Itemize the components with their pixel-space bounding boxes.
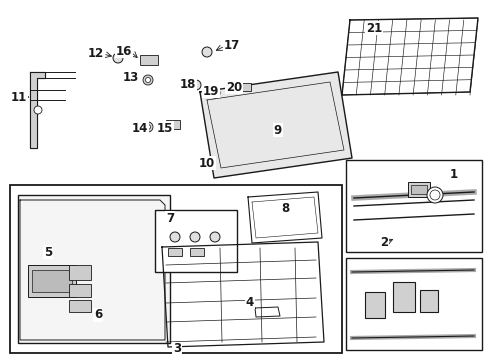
- Text: 5: 5: [44, 246, 52, 258]
- Circle shape: [145, 77, 150, 82]
- Bar: [239, 83, 250, 91]
- Polygon shape: [254, 307, 280, 317]
- Text: 20: 20: [225, 81, 242, 94]
- Bar: [364, 292, 384, 318]
- Circle shape: [145, 125, 150, 130]
- Circle shape: [209, 232, 220, 242]
- Text: 13: 13: [122, 71, 139, 84]
- Bar: [69, 300, 91, 312]
- Polygon shape: [162, 242, 324, 347]
- Bar: [69, 265, 91, 280]
- Circle shape: [170, 232, 180, 242]
- Bar: [168, 248, 182, 256]
- Bar: [407, 182, 429, 197]
- Text: 3: 3: [173, 342, 181, 356]
- Text: 15: 15: [157, 122, 173, 135]
- Bar: [346, 160, 481, 252]
- Bar: [190, 248, 203, 256]
- Text: 16: 16: [116, 45, 132, 58]
- Bar: [10, 185, 341, 353]
- Text: 10: 10: [199, 157, 215, 170]
- Text: 4: 4: [245, 296, 254, 309]
- Text: 21: 21: [365, 22, 381, 35]
- Polygon shape: [200, 72, 351, 178]
- Bar: [32, 270, 72, 292]
- Bar: [410, 185, 426, 194]
- Bar: [392, 282, 414, 312]
- Circle shape: [142, 122, 153, 132]
- Text: 1: 1: [449, 167, 457, 180]
- Bar: [155, 210, 237, 272]
- Circle shape: [191, 80, 201, 90]
- Bar: [165, 120, 180, 129]
- Circle shape: [202, 47, 212, 57]
- Bar: [140, 55, 158, 65]
- Text: 7: 7: [165, 212, 174, 225]
- Circle shape: [426, 187, 442, 203]
- Circle shape: [190, 232, 200, 242]
- Polygon shape: [341, 18, 477, 95]
- Text: 12: 12: [88, 46, 104, 59]
- Polygon shape: [247, 192, 321, 243]
- Bar: [69, 284, 91, 297]
- Text: 2: 2: [379, 237, 387, 249]
- Text: 14: 14: [132, 122, 148, 135]
- Circle shape: [429, 190, 439, 200]
- Circle shape: [209, 88, 220, 98]
- Text: 8: 8: [280, 202, 288, 215]
- Bar: [18, 195, 170, 343]
- Text: 9: 9: [273, 123, 282, 136]
- Circle shape: [113, 53, 123, 63]
- Text: 6: 6: [94, 309, 102, 321]
- Bar: [346, 258, 481, 350]
- Text: 11: 11: [11, 90, 27, 104]
- Circle shape: [34, 106, 42, 114]
- Bar: [419, 290, 437, 312]
- Text: 18: 18: [180, 77, 196, 90]
- Text: 17: 17: [224, 39, 240, 51]
- Circle shape: [142, 75, 153, 85]
- Text: 19: 19: [203, 85, 219, 98]
- Bar: [28, 265, 76, 297]
- Polygon shape: [30, 72, 45, 148]
